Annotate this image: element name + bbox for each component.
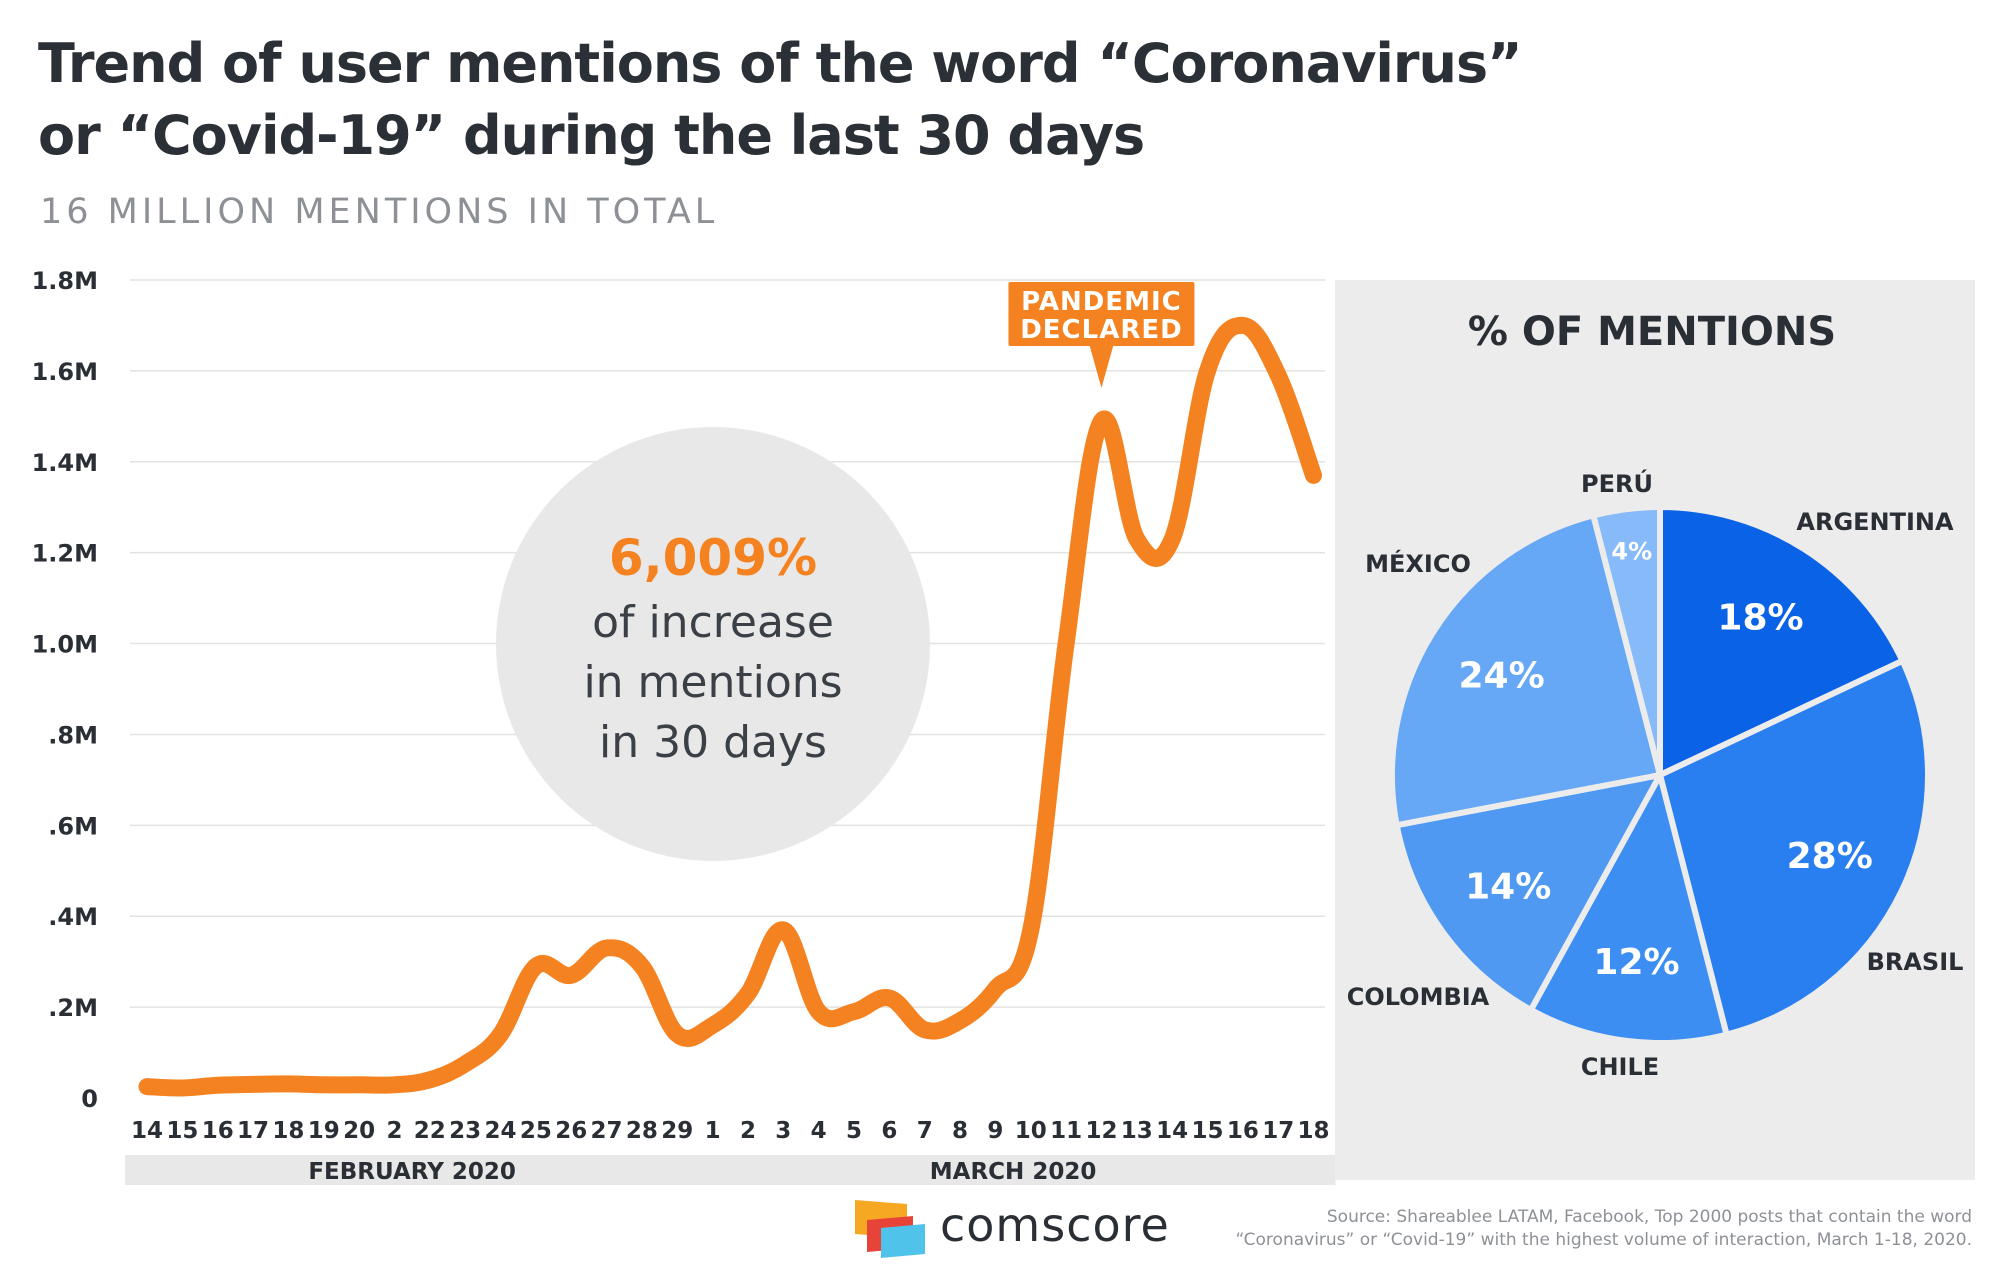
chart-subtitle: 16 MILLION MENTIONS IN TOTAL (40, 192, 719, 232)
series-line-mentions (138, 316, 1322, 1097)
x-tick-label: 14 (131, 1118, 163, 1144)
x-axis: 14 15 16 17 18 19 20 2 22 23 24 25 26 27 28 29 1 2 3 4 5 6 7 8 9… (131, 1118, 1330, 1144)
pie-value-label: 18% (1717, 598, 1803, 639)
x-tick-label: 13 (1121, 1118, 1153, 1144)
x-tick-label: 11 (1050, 1118, 1082, 1144)
pie-category-label: COLOMBIA (1347, 983, 1490, 1011)
pie-value-label: 14% (1465, 866, 1551, 907)
chart-title-line2: or “Covid-19” during the last 30 days (38, 104, 1145, 167)
brand-name: comscore (940, 1198, 1170, 1252)
x-tick-label: 20 (343, 1118, 375, 1144)
month-band (125, 1155, 700, 1185)
pie-value-label: 4% (1611, 538, 1652, 566)
y-tick-label: 1.8M (32, 267, 98, 295)
x-tick-label: 19 (308, 1118, 340, 1144)
x-tick-label: 15 (166, 1118, 198, 1144)
y-axis: 0 .2M .4M .6M .8M 1.0M 1.2M 1.4M 1.6M 1.8M (32, 267, 98, 1113)
y-tick-label: .8M (48, 721, 98, 749)
pie-slice-chile (1527, 772, 1730, 1047)
x-tick-label: 29 (661, 1118, 693, 1144)
x-tick-label: 2 (386, 1118, 402, 1144)
pie-slice-colombia (1393, 772, 1663, 1013)
x-tick-label: 25 (520, 1118, 552, 1144)
y-tick-label: 1.0M (32, 631, 98, 659)
x-tick-label: 27 (591, 1118, 623, 1144)
x-tick-label: 7 (917, 1118, 933, 1144)
pie-category-label: BRASIL (1867, 948, 1964, 976)
month-bands: FEBRUARY 2020 MARCH 2020 (125, 1155, 1336, 1185)
x-tick-label: 12 (1085, 1118, 1117, 1144)
callout-line2: in mentions (583, 657, 842, 708)
x-tick-label: 9 (987, 1118, 1003, 1144)
x-tick-label: 14 (1156, 1118, 1188, 1144)
pie-slice-mexico (1388, 512, 1663, 829)
callout-value: 6,009% (609, 529, 817, 587)
x-tick-label: 16 (202, 1118, 234, 1144)
y-tick-label: .4M (48, 903, 98, 931)
annotation-pointer (1089, 345, 1114, 388)
x-tick-label: 8 (952, 1118, 968, 1144)
x-tick-label: 18 (1298, 1118, 1330, 1144)
callout-line3: in 30 days (599, 717, 827, 768)
pie-value-label: 12% (1593, 942, 1679, 983)
pie-category-label: ARGENTINA (1796, 508, 1954, 536)
callout-circle (496, 427, 930, 861)
x-tick-label: 16 (1227, 1118, 1259, 1144)
annotation-line1: PANDEMIC (1021, 287, 1182, 317)
x-tick-label: 26 (555, 1118, 587, 1144)
x-tick-label: 1 (705, 1118, 721, 1144)
pie-chart: 18% ARGENTINA 28% BRASIL 12% CHILE 14% COLOMBIA… (1347, 468, 1964, 1081)
y-tick-label: 0 (81, 1085, 98, 1113)
month-label: FEBRUARY 2020 (308, 1159, 516, 1185)
pie-slice-argentina (1657, 504, 1906, 778)
x-tick-label: 2 (740, 1118, 756, 1144)
x-tick-label: 5 (846, 1118, 862, 1144)
comscore-logo-icon (855, 1200, 925, 1258)
x-tick-label: 3 (775, 1118, 791, 1144)
callout-line1: of increase (592, 597, 834, 648)
x-tick-label: 18 (272, 1118, 304, 1144)
chart-title-line1: Trend of user mentions of the word “Coro… (38, 32, 1523, 95)
pie-category-label: CHILE (1581, 1053, 1659, 1081)
x-tick-label: 28 (626, 1118, 658, 1144)
pie-value-label: 24% (1459, 656, 1545, 697)
y-tick-label: .2M (48, 994, 98, 1022)
pandemic-annotation: PANDEMIC DECLARED (1008, 282, 1195, 388)
pie-category-label: MÉXICO (1365, 549, 1471, 578)
y-tick-label: 1.6M (32, 358, 98, 386)
annotation-line2: DECLARED (1020, 315, 1182, 345)
pie-value-label: 28% (1787, 836, 1873, 877)
x-tick-label: 22 (414, 1118, 446, 1144)
annotation-box (1008, 282, 1195, 346)
pie-slice-peru (1590, 504, 1663, 778)
y-tick-label: .6M (48, 812, 98, 840)
x-tick-label: 17 (237, 1118, 269, 1144)
pie-slice-brasil (1657, 657, 1931, 1038)
x-tick-label: 17 (1262, 1118, 1294, 1144)
x-tick-label: 23 (449, 1118, 481, 1144)
x-tick-label: 4 (811, 1118, 827, 1144)
source-line1: Source: Shareablee LATAM, Facebook, Top … (1326, 1207, 1972, 1227)
source-note: Source: Shareablee LATAM, Facebook, Top … (1212, 1206, 1972, 1252)
y-tick-label: 1.4M (32, 449, 98, 477)
x-tick-label: 24 (484, 1118, 516, 1144)
pie-category-label: PERÚ (1581, 468, 1653, 498)
x-tick-label: 6 (881, 1118, 897, 1144)
x-tick-label: 15 (1191, 1118, 1223, 1144)
y-tick-label: 1.2M (32, 540, 98, 568)
chart-title: Trend of user mentions of the word “Coro… (38, 28, 1638, 172)
callout-bubble: 6,009% of increase in mentions in 30 day… (496, 427, 930, 861)
pie-title: % OF MENTIONS (1468, 309, 1836, 355)
x-tick-label: 10 (1015, 1118, 1047, 1144)
source-line2: “Coronavirus” or “Covid-19” with the hig… (1235, 1230, 1972, 1250)
month-band (690, 1155, 1336, 1185)
month-label: MARCH 2020 (930, 1159, 1097, 1185)
